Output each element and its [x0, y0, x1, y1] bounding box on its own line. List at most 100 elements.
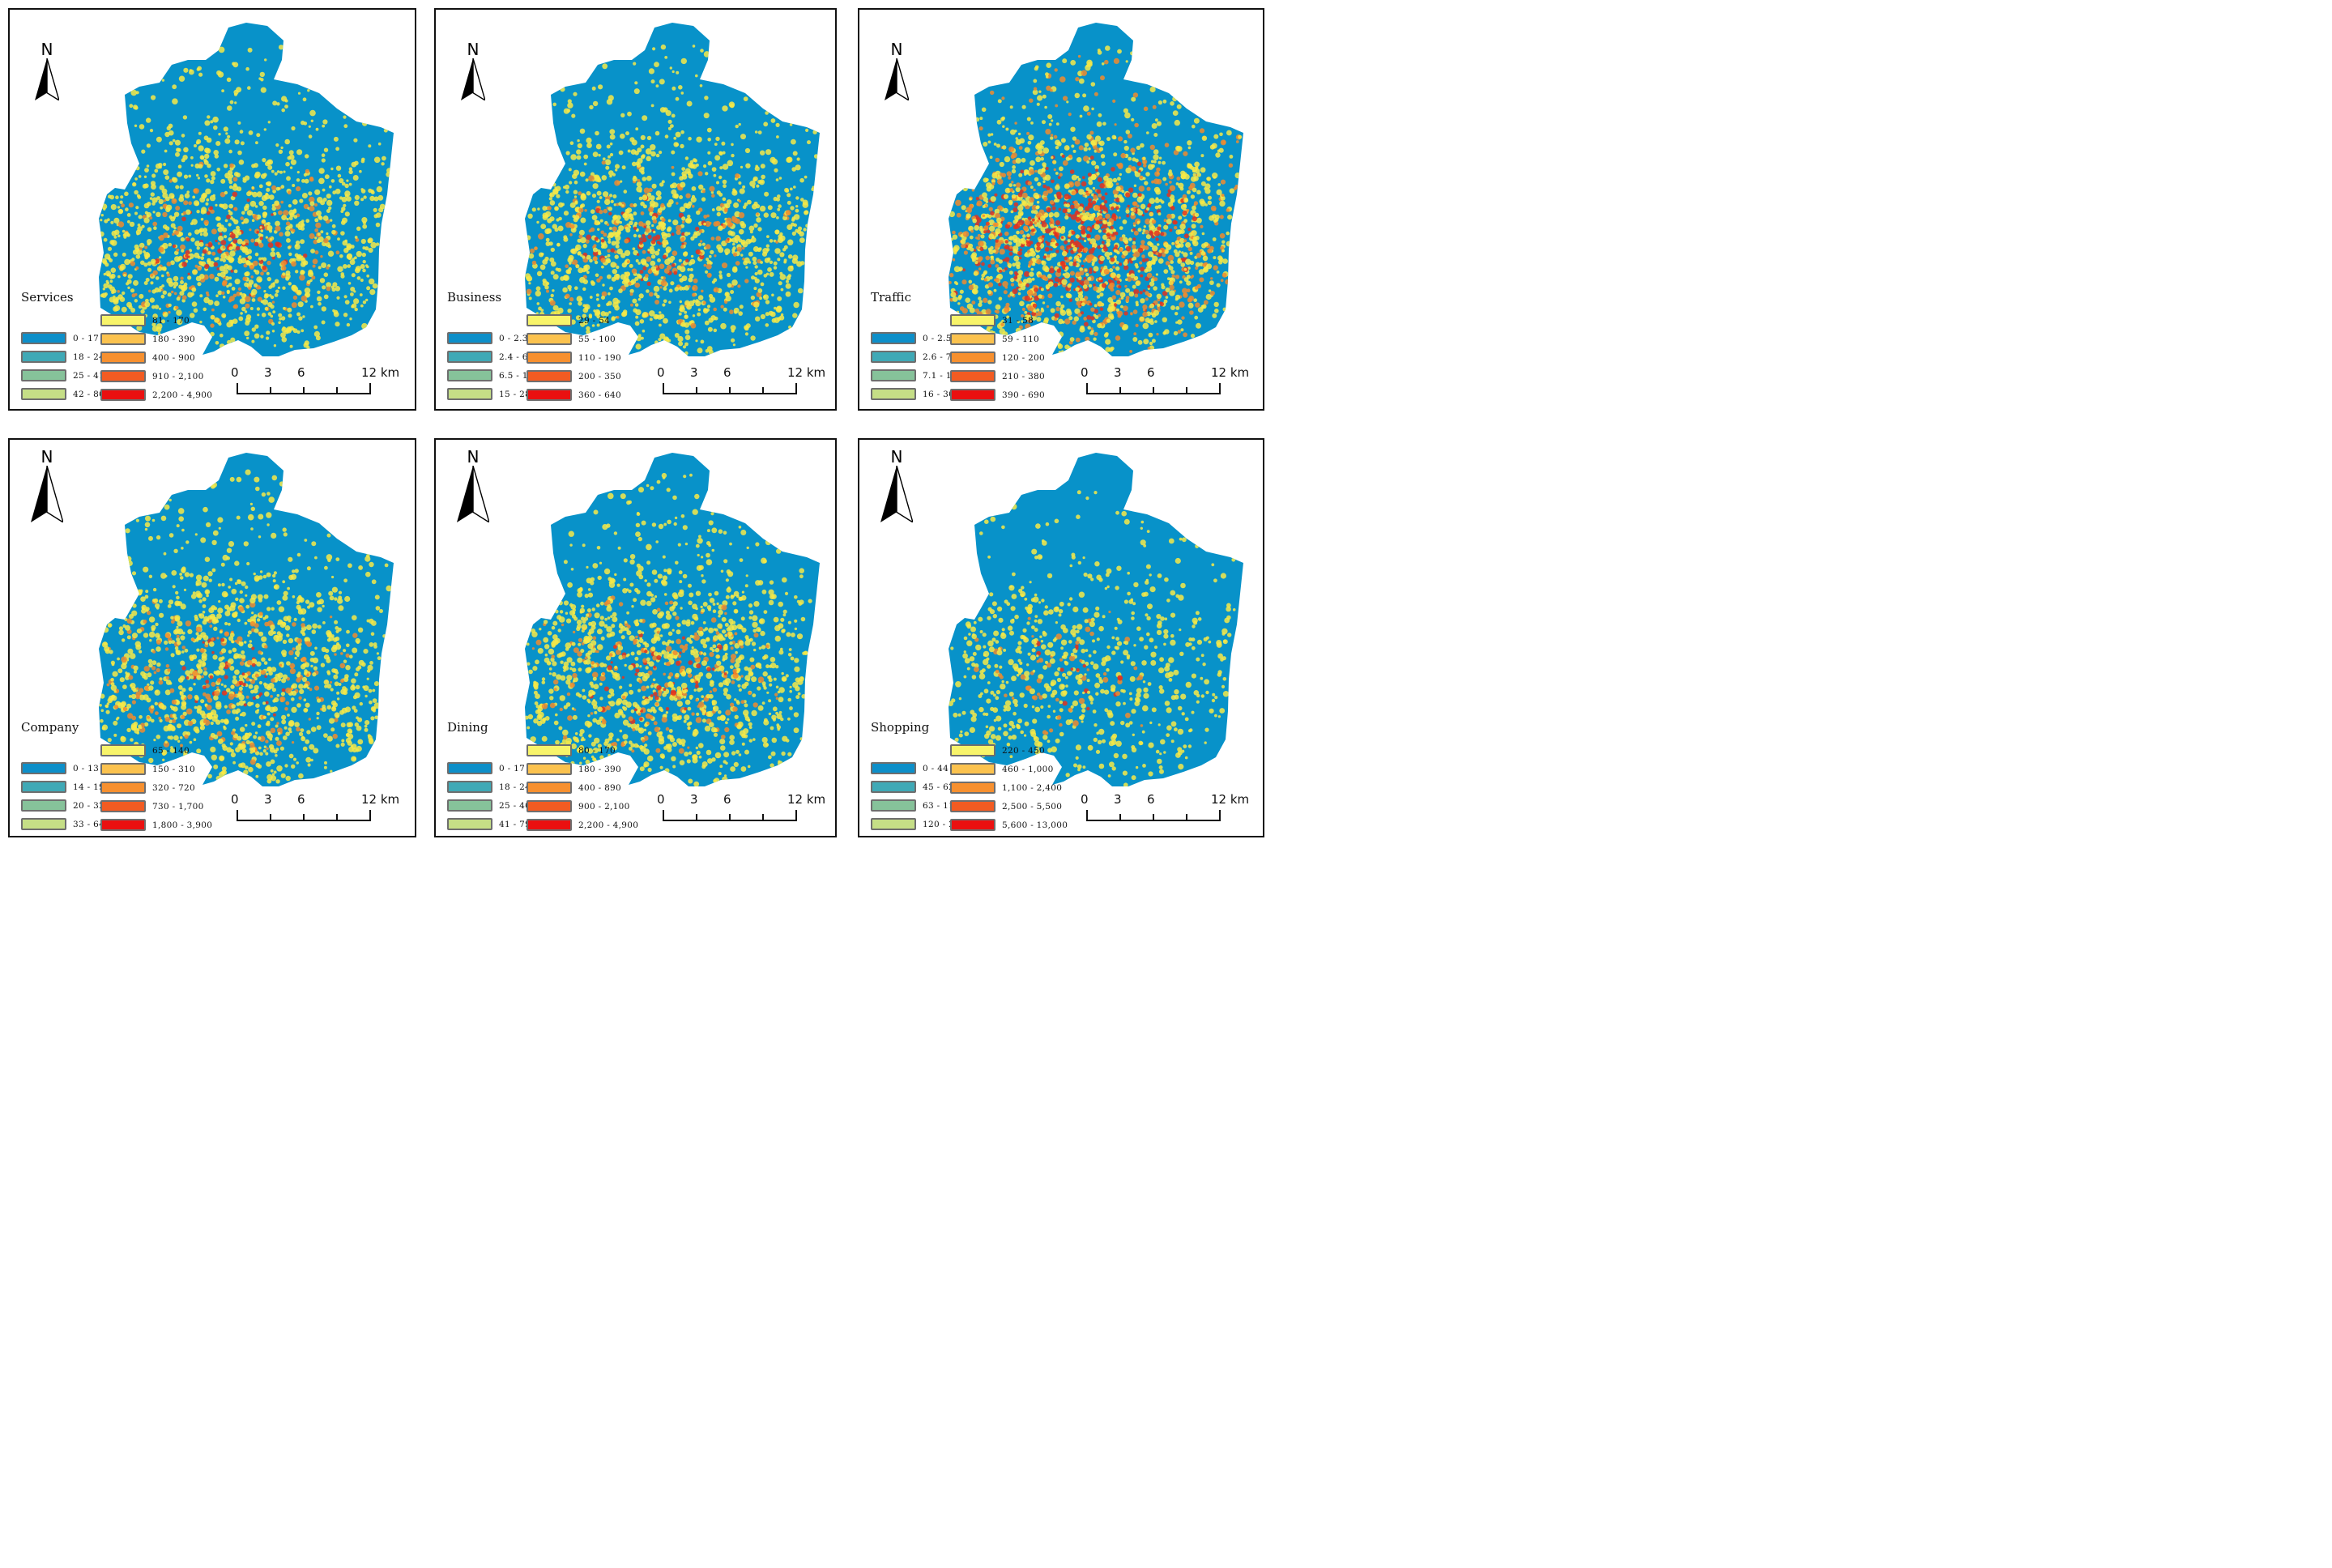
scale-tick-label: 12 km — [787, 792, 826, 807]
north-arrow: N — [880, 40, 913, 100]
legend-item: 2.4 - 6.4 — [447, 347, 536, 366]
legend-swatch — [100, 744, 146, 756]
scale-tick — [762, 387, 764, 394]
legend-swatch — [21, 332, 66, 344]
legend-label: 18 - 24 — [73, 352, 105, 362]
legend-item: 65 - 140 — [100, 741, 212, 760]
density-hotspots — [99, 469, 392, 784]
scale-tick-label: 6 — [723, 365, 731, 380]
legend-swatch — [21, 762, 66, 774]
legend-item: 0 - 17 — [21, 329, 104, 347]
legend-label: 25 - 41 — [73, 370, 105, 381]
density-hotspots — [99, 45, 392, 350]
scale-tick-label: 3 — [690, 365, 698, 380]
legend-column-high: 220 - 450 460 - 1,000 1,100 - 2,400 2,500 -… — [950, 741, 1068, 834]
district-outline — [525, 23, 820, 356]
north-label: N — [467, 447, 480, 467]
north-label: N — [41, 40, 53, 59]
legend-label: 320 - 720 — [152, 782, 196, 793]
scale-tick — [1219, 383, 1221, 394]
scale-tick-label: 3 — [690, 792, 698, 807]
legend-label: 33 - 64 — [73, 819, 105, 829]
scale-tick-label: 12 km — [361, 792, 400, 807]
legend-swatch — [100, 314, 146, 326]
legend-label: 31 - 58 — [1002, 315, 1034, 326]
map-panel-shopping: N Shopping 0 - 44 45 - 62 63 - 110 120 - 210 2… — [858, 438, 1264, 837]
scale-tick-label: 12 km — [1211, 365, 1250, 380]
legend-item: 33 - 64 — [21, 815, 104, 833]
legend-label: 2,200 - 4,900 — [152, 390, 213, 400]
legend-column-low: 0 - 17 18 - 24 25 - 41 42 - 80 — [21, 329, 104, 403]
legend-label: 2,500 - 5,500 — [1002, 801, 1063, 812]
legend-label: 210 - 380 — [1002, 371, 1046, 381]
north-arrow-icon — [885, 58, 909, 100]
legend-item: 360 - 640 — [527, 386, 621, 404]
legend-swatch — [447, 351, 492, 363]
legend-swatch — [21, 818, 66, 830]
scale-tick — [1086, 383, 1088, 394]
scale-tick — [1186, 814, 1187, 821]
scale-tick — [336, 387, 338, 394]
legend-swatch — [21, 351, 66, 363]
legend-label: 5,600 - 13,000 — [1002, 820, 1068, 830]
scale-tick — [237, 810, 238, 821]
legend-item: 31 - 58 — [950, 311, 1045, 330]
legend-item: 2.6 - 7 — [871, 347, 957, 366]
legend-item: 180 - 390 — [100, 330, 212, 348]
north-arrow: N — [457, 40, 489, 100]
legend-label: 1,100 - 2,400 — [1002, 782, 1063, 793]
scale-tick — [237, 383, 238, 394]
legend-item: 460 - 1,000 — [950, 760, 1068, 778]
legend-item: 730 - 1,700 — [100, 797, 212, 816]
legend-swatch — [527, 782, 572, 794]
legend-label: 65 - 140 — [152, 745, 190, 756]
scale-tick-label: 3 — [264, 365, 272, 380]
legend-label: 45 - 62 — [923, 782, 955, 792]
legend-label: 730 - 1,700 — [152, 801, 204, 812]
legend-swatch — [447, 369, 492, 381]
legend-swatch — [100, 763, 146, 775]
legend-column-low: 0 - 2.5 2.6 - 7 7.1 - 15 16 - 30 — [871, 329, 957, 403]
legend-column-low: 0 - 13 14 - 19 20 - 32 33 - 64 — [21, 759, 104, 833]
legend-title: Services — [21, 290, 74, 305]
north-arrow-icon — [35, 58, 59, 100]
legend-item: 6.5 - 14 — [447, 366, 536, 385]
legend-item: 7.1 - 15 — [871, 366, 957, 385]
scale-tick — [1119, 814, 1121, 821]
legend-swatch — [447, 762, 492, 774]
scale-bar: 0 3 6 12 km — [227, 792, 399, 824]
legend-label: 400 - 890 — [578, 782, 622, 793]
legend-item: 0 - 2.5 — [871, 329, 957, 347]
map-panel-company: N Company 0 - 13 14 - 19 20 - 32 33 - 64 65 - … — [8, 438, 416, 837]
scale-tick — [1153, 387, 1154, 394]
legend-label: 110 - 190 — [578, 352, 622, 363]
legend-label: 200 - 350 — [578, 371, 622, 381]
scale-tick-label: 6 — [723, 792, 731, 807]
density-map — [949, 23, 1243, 356]
scale-tick — [729, 814, 731, 821]
density-hotspots — [949, 45, 1243, 354]
scale-tick — [762, 814, 764, 821]
north-arrow-icon — [461, 58, 485, 100]
legend-swatch — [21, 388, 66, 400]
legend-label: 14 - 19 — [73, 782, 105, 792]
legend-swatch — [950, 389, 995, 401]
legend-item: 2,500 - 5,500 — [950, 797, 1068, 816]
legend-label: 120 - 200 — [1002, 352, 1046, 363]
scale-tick — [1086, 810, 1088, 821]
legend-swatch — [527, 333, 572, 345]
legend-label: 400 - 900 — [152, 352, 196, 363]
legend-swatch — [527, 744, 572, 756]
legend-item: 0 - 13 — [21, 759, 104, 778]
scale-bar: 0 3 6 12 km — [1076, 792, 1249, 824]
legend-item: 81 - 170 — [100, 311, 212, 330]
scale-tick-label: 0 — [657, 792, 665, 807]
legend-swatch — [527, 352, 572, 364]
legend-label: 180 - 390 — [152, 334, 196, 344]
legend-label: 1,800 - 3,900 — [152, 820, 213, 830]
scale-tick-label: 3 — [1114, 792, 1122, 807]
legend-item: 18 - 24 — [447, 778, 531, 796]
scale-tick-label: 3 — [1114, 365, 1122, 380]
north-arrow-icon — [880, 466, 913, 522]
legend-label: 0 - 13 — [73, 763, 100, 773]
